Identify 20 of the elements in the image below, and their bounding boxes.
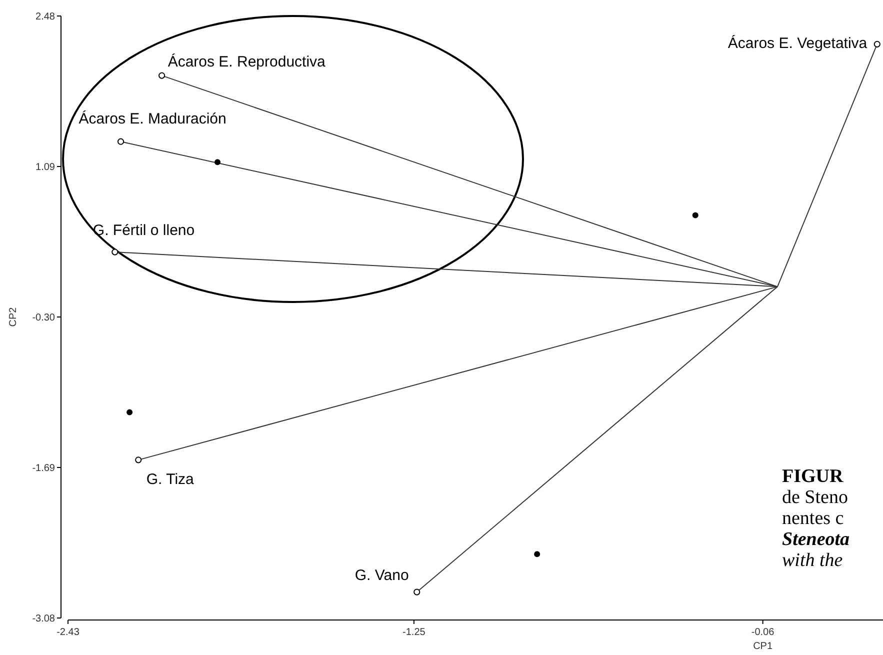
annotation: Steneota [782, 529, 850, 550]
series-label: G. Vano [354, 567, 409, 584]
series-label: Ácaros E. Maduración [78, 110, 226, 128]
y-tick-label: 2.48 [36, 12, 56, 22]
x-tick-label: -0.06 [751, 627, 775, 638]
annotation: nentes c [782, 508, 844, 529]
annotation: de Steno [782, 487, 848, 508]
annotation: with the [782, 550, 843, 571]
y-axis-title: CP2 [8, 306, 19, 327]
y-tick-label: -1.69 [32, 463, 56, 474]
y-tick-label: 1.09 [36, 162, 56, 173]
y-tick-label: -3.08 [32, 614, 56, 624]
x-tick-label: -1.25 [402, 627, 426, 638]
x-tick-label: -2.43 [56, 627, 80, 638]
series-label: Ácaros E. Vegetativa [728, 34, 868, 52]
series-label: Ácaros E. Reproductiva [168, 52, 326, 71]
y-tick-label: -0.30 [32, 312, 56, 324]
series-label: G. Tiza [146, 470, 195, 488]
x-axis-title: CP1 [753, 641, 773, 652]
annotation: FIGUR [782, 466, 844, 487]
